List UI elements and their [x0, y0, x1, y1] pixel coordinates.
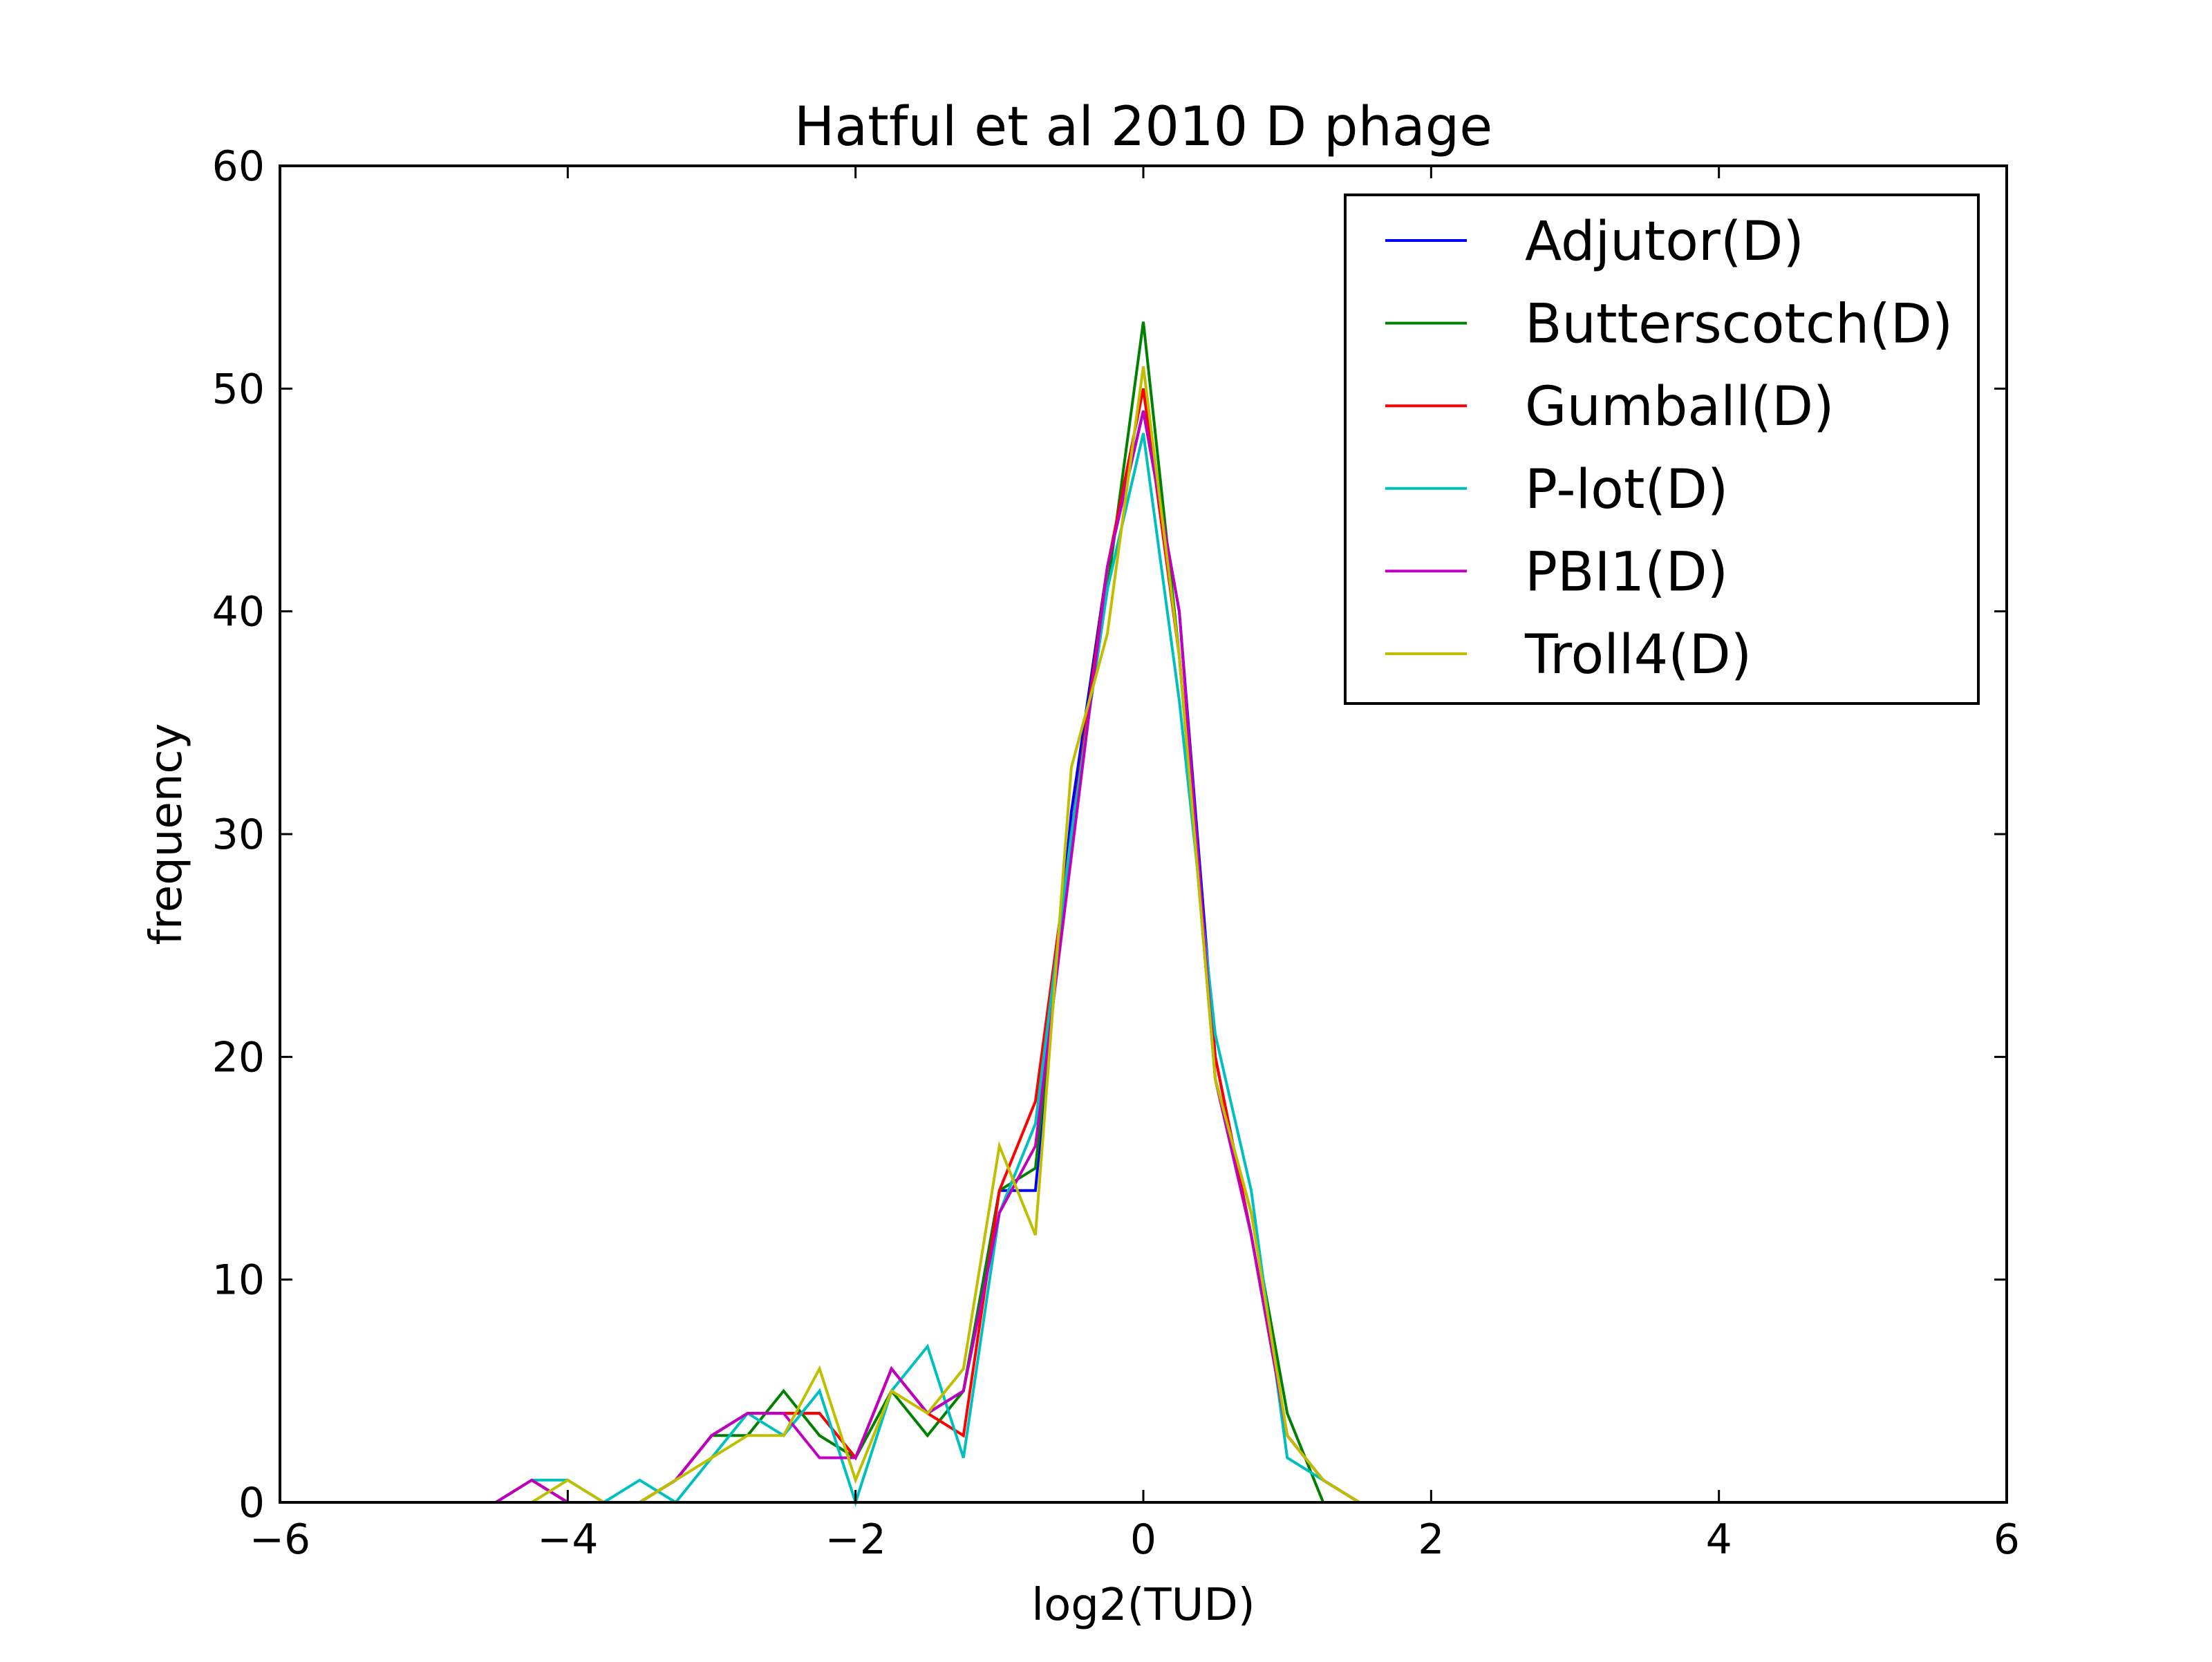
y-tick-label: 30 [212, 811, 265, 859]
legend-label-1: Butterscotch(D) [1525, 294, 1953, 356]
y-tick-label: 60 [212, 142, 265, 191]
y-axis-label: frequency [141, 724, 192, 945]
legend-label-2: Gumball(D) [1525, 376, 1834, 438]
x-tick-label: 4 [1706, 1515, 1732, 1564]
series-line-3 [495, 433, 1360, 1507]
x-tick-label: 0 [1130, 1515, 1156, 1564]
x-tick-label: −2 [825, 1515, 885, 1564]
chart-title: Hatful et al 2010 D phage [794, 96, 1492, 158]
x-axis-label: log2(TUD) [1031, 1580, 1255, 1631]
legend-items: Adjutor(D) Butterscotch(D) Gumball(D) P-lot… [1385, 211, 1953, 686]
legend-label-0: Adjutor(D) [1525, 211, 1804, 273]
x-tick-label: 2 [1418, 1515, 1444, 1564]
legend-label-3: P-lot(D) [1525, 459, 1728, 521]
y-tick-label: 40 [212, 588, 265, 636]
x-tick-label: 6 [1994, 1515, 2020, 1564]
legend: Adjutor(D) Butterscotch(D) Gumball(D) P-lot… [1344, 193, 1980, 705]
x-tick-label: −4 [537, 1515, 598, 1564]
y-tick-label: 10 [212, 1256, 265, 1305]
y-tick-label: 50 [212, 365, 265, 413]
legend-label-4: PBI1(D) [1525, 541, 1728, 603]
y-tick-label: 20 [212, 1033, 265, 1082]
y-tick-label: 0 [238, 1479, 265, 1527]
x-tick-label: −6 [250, 1515, 310, 1564]
legend-label-5: Troll4(D) [1524, 624, 1752, 686]
legend-box [1344, 193, 1980, 705]
